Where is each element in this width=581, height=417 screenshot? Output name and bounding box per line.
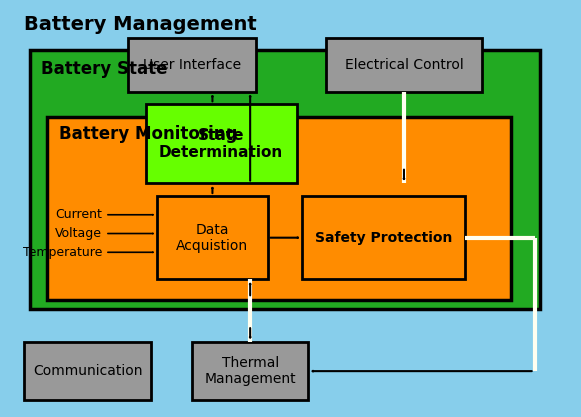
Bar (47, 117, 511, 300)
Bar (24, 342, 152, 400)
Text: Data
Acquistion: Data Acquistion (177, 223, 249, 253)
Text: Safety Protection: Safety Protection (315, 231, 453, 245)
Text: Battery Management: Battery Management (24, 15, 257, 34)
Bar (146, 104, 296, 183)
Text: Battery Monitoring: Battery Monitoring (59, 125, 237, 143)
Text: Thermal
Management: Thermal Management (205, 356, 296, 386)
Bar (302, 196, 465, 279)
Text: Temperature: Temperature (23, 246, 102, 259)
Bar (128, 38, 256, 92)
Text: Electrical Control: Electrical Control (345, 58, 463, 72)
Bar (157, 196, 268, 279)
Text: Battery State: Battery State (41, 60, 168, 78)
Text: Communication: Communication (33, 364, 142, 378)
Bar (192, 342, 308, 400)
Text: Current: Current (55, 208, 102, 221)
Bar (30, 50, 540, 309)
Text: State
Determination: State Determination (159, 128, 284, 160)
Bar (325, 38, 482, 92)
Text: Voltage: Voltage (55, 227, 102, 240)
Text: User Interface: User Interface (143, 58, 241, 72)
